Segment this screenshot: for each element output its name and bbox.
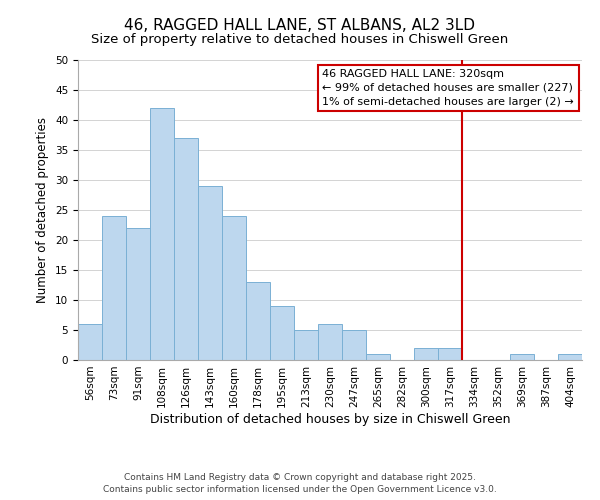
Text: Size of property relative to detached houses in Chiswell Green: Size of property relative to detached ho…: [91, 32, 509, 46]
Bar: [342, 330, 366, 360]
X-axis label: Distribution of detached houses by size in Chiswell Green: Distribution of detached houses by size …: [150, 412, 510, 426]
Text: 46 RAGGED HALL LANE: 320sqm
← 99% of detached houses are smaller (227)
1% of sem: 46 RAGGED HALL LANE: 320sqm ← 99% of det…: [322, 69, 574, 107]
Bar: [414, 348, 438, 360]
Bar: [510, 354, 534, 360]
Text: Contains HM Land Registry data © Crown copyright and database right 2025.
Contai: Contains HM Land Registry data © Crown c…: [103, 472, 497, 494]
Bar: [222, 216, 246, 360]
Bar: [366, 354, 390, 360]
Bar: [126, 228, 150, 360]
Bar: [198, 186, 222, 360]
Text: 46, RAGGED HALL LANE, ST ALBANS, AL2 3LD: 46, RAGGED HALL LANE, ST ALBANS, AL2 3LD: [125, 18, 476, 32]
Y-axis label: Number of detached properties: Number of detached properties: [37, 117, 49, 303]
Bar: [294, 330, 318, 360]
Bar: [270, 306, 294, 360]
Bar: [558, 354, 582, 360]
Bar: [438, 348, 462, 360]
Bar: [102, 216, 126, 360]
Bar: [78, 324, 102, 360]
Bar: [150, 108, 174, 360]
Bar: [246, 282, 270, 360]
Bar: [174, 138, 198, 360]
Bar: [318, 324, 342, 360]
